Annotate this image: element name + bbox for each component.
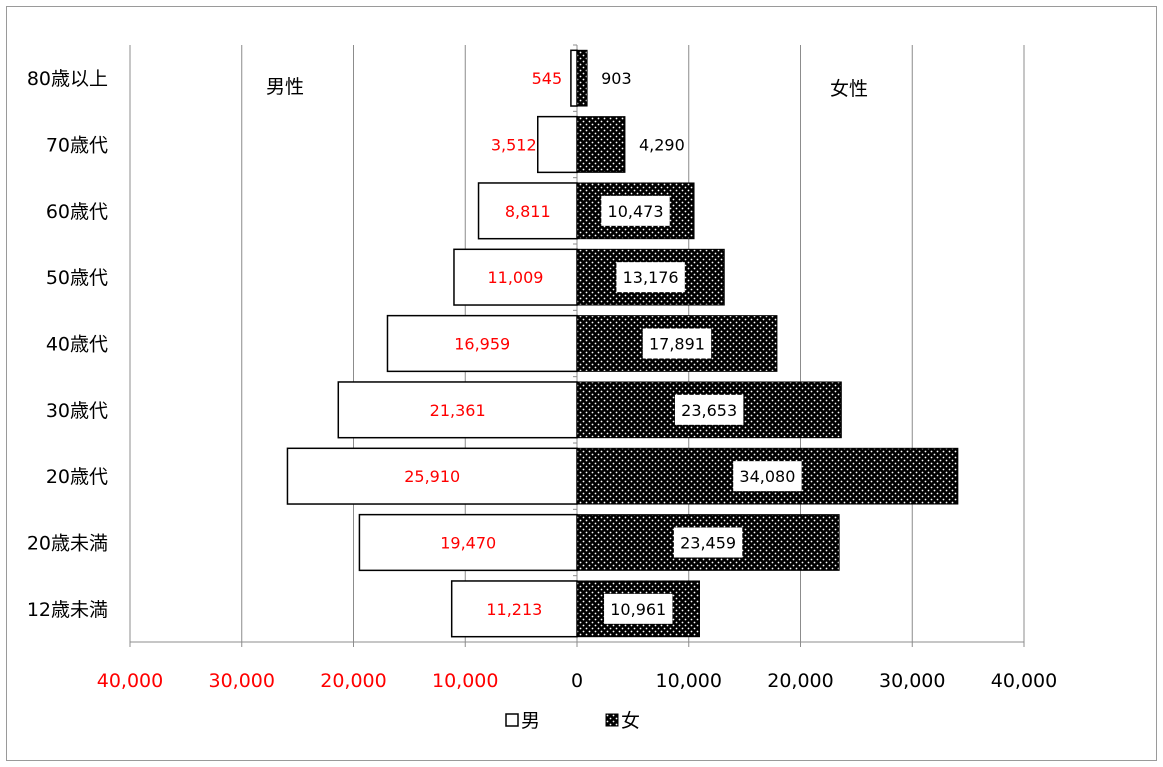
data-label-bg xyxy=(673,527,743,558)
data-label-male: 25,910 xyxy=(404,467,460,486)
data-label-male: 11,213 xyxy=(486,600,542,619)
legend: 男 女 xyxy=(505,710,640,732)
x-tick-label: 10,000 xyxy=(656,670,722,692)
data-label-bg xyxy=(733,461,802,492)
legend-label-female: 女 xyxy=(621,710,640,732)
data-label-male: 8,811 xyxy=(505,202,551,221)
data-label-female: 10,473 xyxy=(608,202,664,221)
data-label-male: 3,512 xyxy=(491,136,537,155)
legend-swatch-female xyxy=(605,713,619,727)
category-label: 20歳代 xyxy=(46,466,108,488)
bar-female xyxy=(576,116,626,173)
category-labels: 80歳以上 70歳代 60歳代 50歳代 40歳代 30歳代 20歳代 20歳未満 12歳未満 xyxy=(27,68,108,621)
data-label-bg xyxy=(604,593,673,624)
data-label-female: 4,290 xyxy=(639,136,685,155)
bar-male xyxy=(358,513,578,572)
x-tick-label: 20,000 xyxy=(767,670,833,692)
category-label: 12歳未満 xyxy=(27,599,108,621)
x-tick-label: 10,000 xyxy=(432,670,498,692)
bar-male xyxy=(570,49,578,107)
x-tick-label: 20,000 xyxy=(320,670,386,692)
bar-male xyxy=(337,381,578,439)
bar-male xyxy=(453,248,578,306)
data-label-female: 34,080 xyxy=(739,467,795,486)
bar-male xyxy=(537,115,578,174)
data-label-female: 10,961 xyxy=(610,600,666,619)
data-label-male: 19,470 xyxy=(440,534,496,553)
data-label-male: 545 xyxy=(532,69,563,88)
bar-male xyxy=(386,314,578,373)
category-label: 80歳以上 xyxy=(27,68,108,90)
data-label-male: 21,361 xyxy=(430,401,486,420)
gridlines xyxy=(241,45,1025,642)
data-label-bg xyxy=(642,328,712,359)
bar-female xyxy=(576,49,588,107)
category-label: 20歳未満 xyxy=(27,533,108,555)
category-label: 50歳代 xyxy=(46,267,108,289)
x-tick-label: 0 xyxy=(571,670,583,692)
x-tick-label: 30,000 xyxy=(879,670,945,692)
female-bars xyxy=(576,49,959,638)
data-label-male: 16,959 xyxy=(454,335,510,354)
data-label-bg xyxy=(601,195,670,226)
bar-male xyxy=(477,182,578,240)
data-label-female: 23,653 xyxy=(681,401,737,420)
category-label: 70歳代 xyxy=(46,135,108,157)
data-label-female: 17,891 xyxy=(649,335,705,354)
data-label-male: 11,009 xyxy=(487,268,543,287)
x-tick-labels: 40,000 30,000 20,000 10,000 0 10,000 20,000 30,… xyxy=(97,670,1057,692)
x-tick-label: 40,000 xyxy=(991,670,1057,692)
x-tick-label: 40,000 xyxy=(97,670,163,692)
category-label: 40歳代 xyxy=(46,334,108,356)
data-label-female: 13,176 xyxy=(623,268,679,287)
data-label-bg xyxy=(616,262,685,293)
category-label: 60歳代 xyxy=(46,201,108,223)
data-label-bg xyxy=(674,394,744,425)
annotation-male: 男性 xyxy=(266,76,304,98)
legend-swatch-male xyxy=(505,713,519,727)
legend-label-male: 男 xyxy=(521,710,540,732)
category-label: 30歳代 xyxy=(46,400,108,422)
data-labels: 545 903 3,512 4,290 8,811 10,473 11,009 13,176 1… xyxy=(404,69,802,624)
annotation-female: 女性 xyxy=(830,78,868,100)
data-label-female: 903 xyxy=(601,69,632,88)
data-label-female: 23,459 xyxy=(680,534,736,553)
x-tick-label: 30,000 xyxy=(209,670,275,692)
